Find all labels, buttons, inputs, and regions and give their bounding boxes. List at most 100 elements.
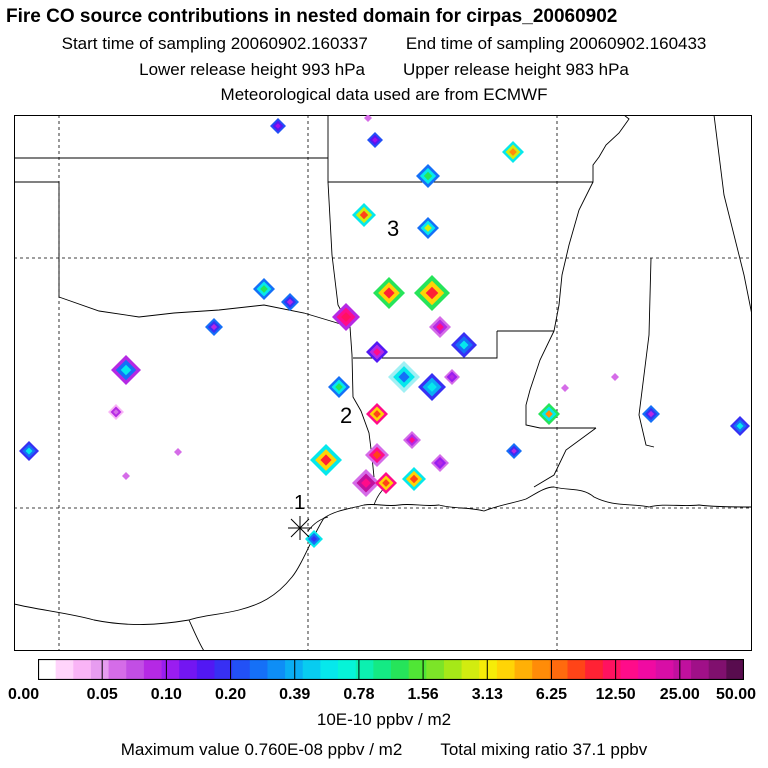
release-heights: Lower release height 993 hPa Upper releas…: [0, 60, 768, 80]
fire-source-cell: [561, 384, 569, 392]
fire-source-cell: [383, 287, 395, 299]
fire-source-cell: [373, 410, 381, 418]
colorbar-tick-label: 0.39: [279, 686, 311, 703]
colorbar-tick-label: 0.20: [214, 686, 247, 703]
fire-source-cell: [408, 436, 416, 444]
lower-release-label: Lower release height 993 hPa: [139, 60, 365, 79]
max-value-label: Maximum value 0.760E-08 ppbv / m2: [120, 740, 403, 759]
fire-source-cell: [436, 323, 444, 331]
colorbar-segment: [549, 659, 568, 680]
fire-source-layer: [19, 115, 750, 548]
colorbar-segment: [90, 659, 110, 680]
colorbar-segment: [655, 659, 674, 680]
fire-source-cell: [509, 148, 517, 156]
colorbar: [37, 658, 745, 681]
marker-2: 2: [340, 403, 352, 428]
colorbar-segment: [479, 659, 498, 680]
map-frame: [14, 115, 752, 651]
sampling-times: Start time of sampling 20060902.160337 En…: [0, 34, 768, 54]
colorbar-segment: [355, 659, 374, 680]
fire-source-cell: [372, 450, 382, 460]
total-mixing-label: Total mixing ratio 37.1 ppbv: [440, 740, 648, 759]
colorbar-segment: [232, 659, 251, 680]
map-canvas: 1 2 3: [14, 115, 752, 651]
colorbar-segment: [443, 659, 463, 680]
colorbar-segment: [161, 659, 180, 680]
colorbar-tick-label: 1.56: [407, 686, 439, 703]
fire-source-cell: [427, 382, 437, 392]
colorbar-segment: [214, 659, 233, 680]
colorbar-segment: [285, 659, 304, 680]
colorbar-segment: [320, 659, 339, 680]
fire-source-cell: [260, 285, 268, 293]
fire-source-cell: [122, 472, 130, 480]
colorbar-canvas: [37, 658, 745, 681]
colorbar-segment: [179, 659, 198, 680]
fire-source-cell: [286, 298, 294, 306]
colorbar-tick-label: 0.05: [86, 686, 118, 703]
fire-source-cell: [459, 340, 469, 350]
fire-source-cell: [310, 535, 318, 543]
fire-source-cell: [320, 454, 332, 466]
colorbar-segment: [673, 659, 692, 680]
upper-release-label: Upper release height 983 hPa: [403, 60, 629, 79]
colorbar-tick-label: 0.00: [8, 686, 40, 703]
colorbar-segment: [391, 659, 410, 680]
fire-source-cell: [174, 448, 182, 456]
colorbar-segment: [302, 659, 321, 680]
colorbar-segment: [602, 659, 621, 680]
fire-source-cell: [373, 348, 381, 356]
fire-source-cell: [425, 286, 439, 300]
fire-source-cell: [647, 410, 655, 418]
fire-source-cell: [382, 479, 390, 487]
colorbar-segment: [638, 659, 657, 680]
state-borders: [14, 115, 752, 488]
fire-source-cell: [611, 373, 619, 381]
colorbar-segment: [496, 659, 516, 680]
colorbar-segment: [426, 659, 445, 680]
fire-source-cell: [398, 371, 410, 383]
bay-outline: [307, 516, 329, 532]
marker-1: 1: [294, 492, 305, 514]
footer-stats: Maximum value 0.760E-08 ppbv / m2 Total m…: [0, 740, 768, 760]
fire-source-cell: [335, 383, 343, 391]
start-time-label: Start time of sampling 20060902.160337: [61, 34, 368, 53]
colorbar-tick-label: 0.78: [343, 686, 375, 703]
colorbar-segment: [532, 659, 551, 680]
colorbar-segment: [408, 659, 427, 680]
colorbar-tick-label: 0.10: [150, 686, 182, 703]
colorbar-tick-label: 3.13: [471, 686, 503, 703]
colorbar-segment: [196, 659, 215, 680]
graticule: [14, 115, 752, 651]
colorbar-tick-label: 12.50: [595, 686, 636, 703]
fire-source-cell: [120, 364, 132, 376]
colorbar-segment: [126, 659, 145, 680]
marker-3: 3: [387, 216, 399, 241]
fire-source-cell: [364, 115, 372, 122]
colorbar-segment: [38, 659, 57, 680]
colorbar-segment: [73, 659, 92, 680]
colorbar-segment: [514, 659, 533, 680]
fire-source-cell: [409, 474, 419, 484]
fire-source-cell: [275, 123, 281, 129]
colorbar-segment: [708, 659, 727, 680]
colorbar-tick-label: 25.00: [659, 686, 700, 703]
colorbar-segment: [567, 659, 586, 680]
colorbar-units: 10E-10 ppbv / m2: [316, 710, 452, 729]
colorbar-segment: [267, 659, 286, 680]
colorbar-segment: [620, 659, 639, 680]
fire-source-cell: [545, 410, 553, 418]
fire-source-cell: [25, 447, 33, 455]
fire-source-cell: [424, 224, 432, 232]
colorbar-segment: [461, 659, 480, 680]
colorbar-segment: [373, 659, 392, 680]
fire-source-cell: [341, 312, 351, 322]
met-data-label: Meteorological data used are from ECMWF: [220, 85, 548, 104]
end-time-label: End time of sampling 20060902.160433: [405, 34, 707, 53]
release-location-icon: [288, 516, 312, 540]
map-title: Fire CO source contributions in nested d…: [6, 6, 618, 27]
fire-source-cell: [113, 409, 119, 415]
map-panel: 1 2 3: [14, 115, 752, 651]
colorbar-frame: [37, 658, 745, 681]
colorbar-tick-label: 50.00: [715, 686, 757, 703]
